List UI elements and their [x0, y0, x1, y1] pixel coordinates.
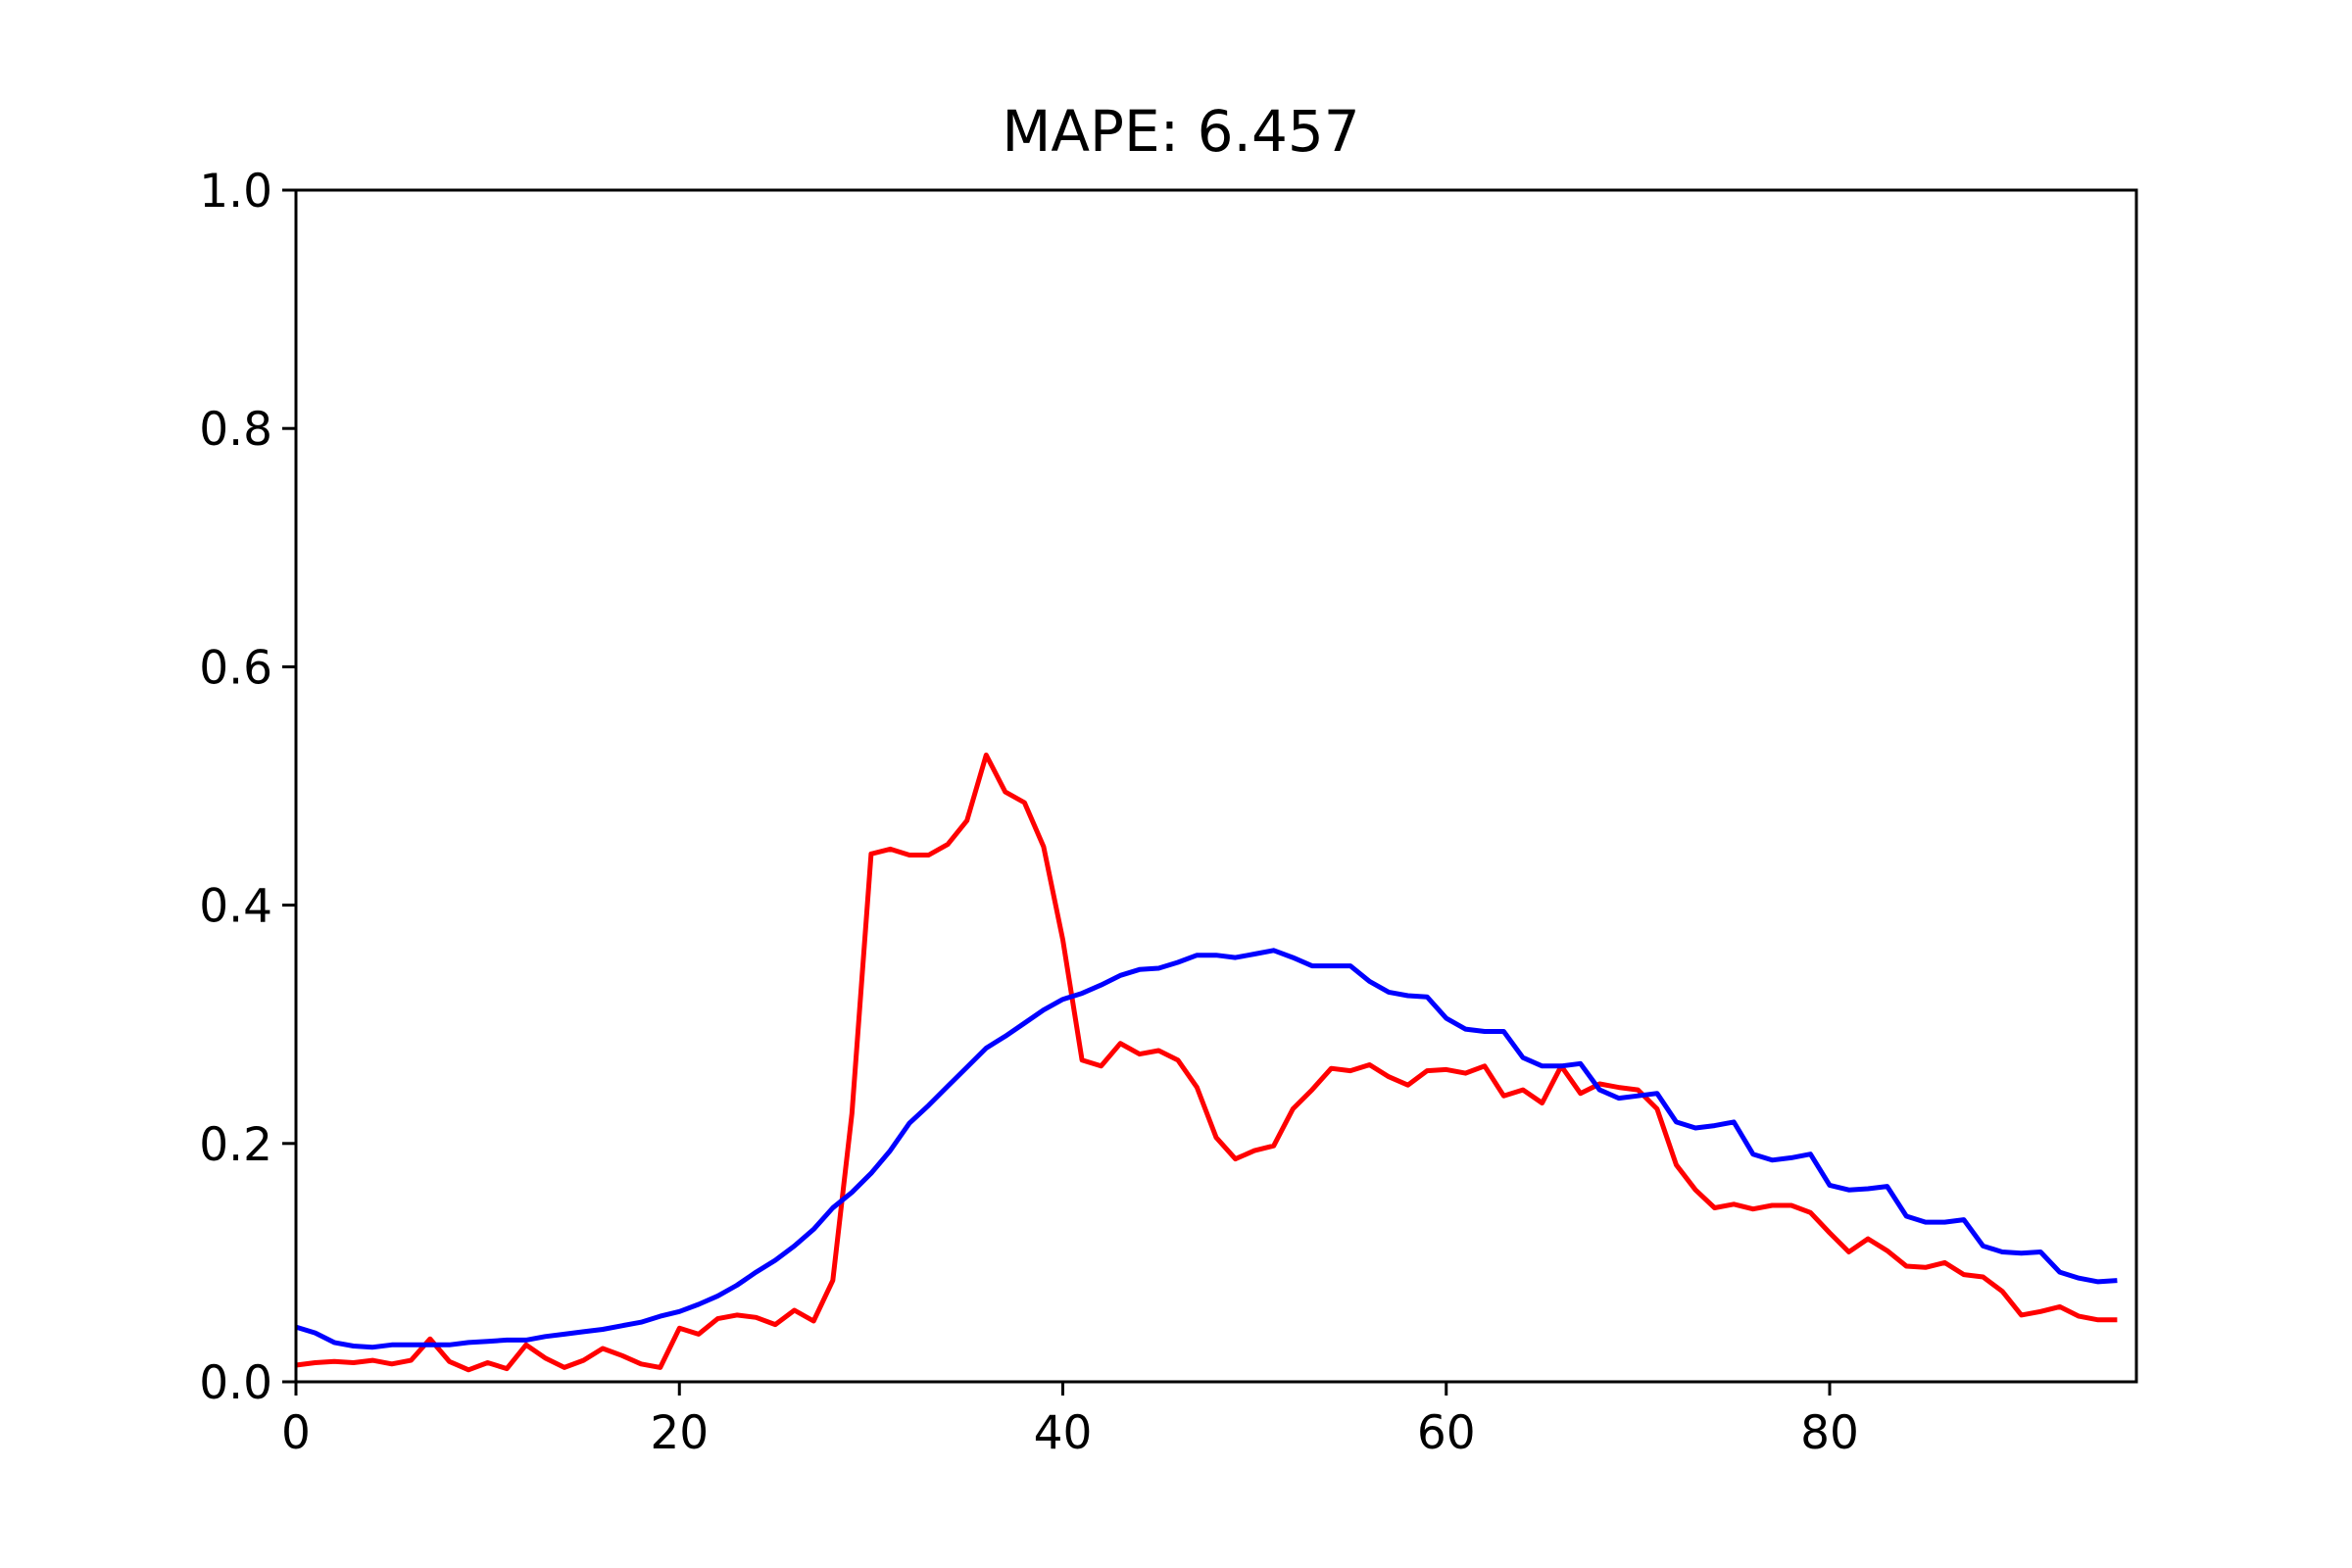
series-line-1 [295, 752, 2118, 1373]
series-line-2 [295, 948, 2118, 1350]
x-tick-label: 20 [650, 1406, 709, 1460]
axes: 0 20 40 60 80 0.0 0.2 0.4 0.6 0.8 1.0 [199, 165, 2138, 1460]
chart-title: MAPE: 6.457 [1002, 98, 1359, 165]
x-tick-label: 40 [1034, 1406, 1093, 1460]
y-tick-label: 0.2 [199, 1118, 272, 1172]
plot-frame [294, 188, 2138, 1384]
x-tick-label: 0 [281, 1406, 311, 1460]
series-group [295, 752, 2118, 1373]
x-tick-label: 80 [1800, 1406, 1859, 1460]
y-tick-label: 1.0 [199, 165, 272, 219]
y-tick-label: 0.6 [199, 641, 272, 695]
y-tick-label: 0.4 [199, 880, 272, 934]
y-tick-label: 0.0 [199, 1356, 272, 1410]
x-tick-label: 60 [1417, 1406, 1476, 1460]
y-tick-label: 0.8 [199, 403, 272, 457]
